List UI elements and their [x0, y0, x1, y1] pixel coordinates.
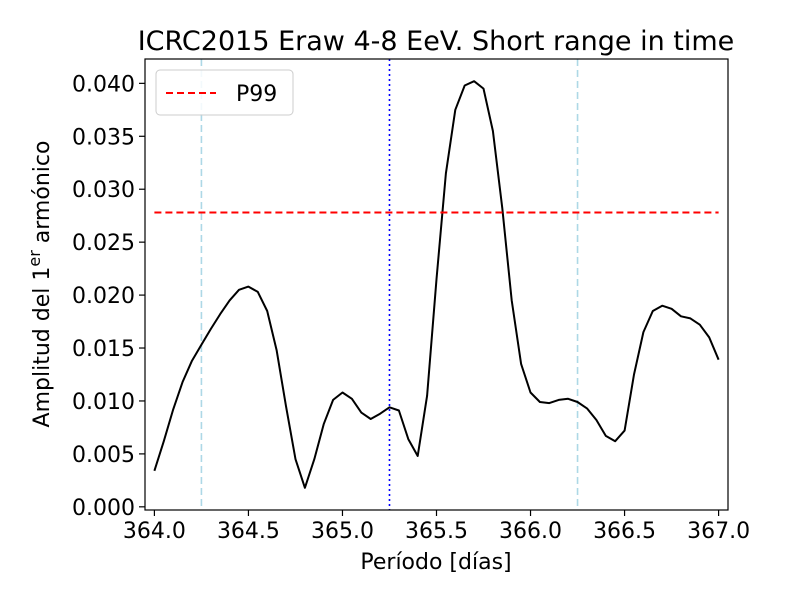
y-tick-label: 0.010 — [72, 390, 135, 415]
y-tick-label: 0.040 — [72, 72, 135, 97]
x-axis-label: Período [días] — [360, 550, 511, 575]
y-tick-label: 0.025 — [72, 231, 135, 256]
legend-label: P99 — [236, 82, 277, 107]
y-axis-label-prefix: Amplitud del 1 — [30, 267, 55, 428]
y-tick-label: 0.005 — [72, 443, 135, 468]
y-axis-label-suffix: armónico — [30, 141, 55, 251]
x-tick-label: 366.0 — [499, 519, 562, 544]
x-tick-label: 364.5 — [217, 519, 280, 544]
x-tick-label: 364.0 — [123, 519, 186, 544]
y-tick-label: 0.015 — [72, 337, 135, 362]
y-tick-label: 0.020 — [72, 284, 135, 309]
x-tick-label: 366.5 — [593, 519, 656, 544]
x-tick-label: 365.0 — [311, 519, 374, 544]
y-axis-label: Amplitud del 1er armónico — [25, 141, 55, 428]
y-tick-label: 0.000 — [72, 496, 135, 521]
legend-box — [155, 69, 294, 116]
x-tick-label: 367.0 — [687, 519, 750, 544]
y-tick-label: 0.035 — [72, 125, 135, 150]
amplitude-series-line — [153, 80, 720, 489]
plot-area: 364.0 364.5 365.0 365.5 366.0 366.5 367.0 0.000… — [72, 58, 750, 544]
x-tick-label: 365.5 — [405, 519, 468, 544]
y-axis-label-superscript: er — [25, 250, 44, 267]
y-tick-label: 0.030 — [72, 178, 135, 203]
chart-title: ICRC2015 Eraw 4-8 EeV. Short range in ti… — [138, 26, 735, 57]
